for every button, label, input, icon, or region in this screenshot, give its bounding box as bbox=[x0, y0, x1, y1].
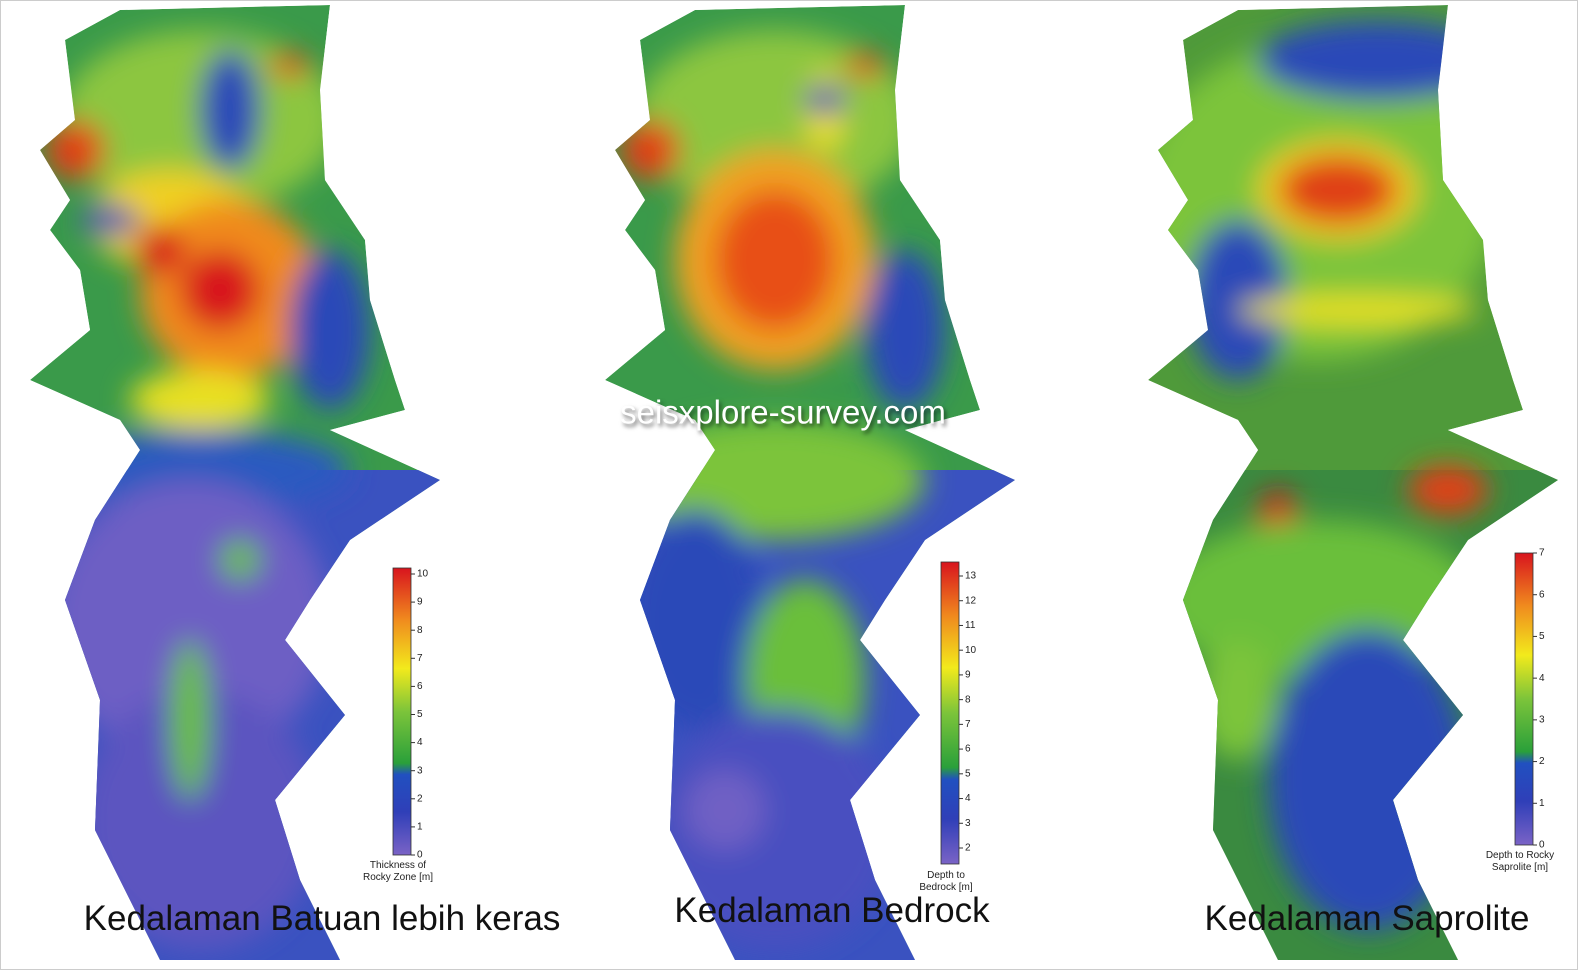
heat-blob bbox=[635, 30, 915, 210]
blobs bbox=[620, 30, 945, 950]
watermark: seisxplore-survey.com bbox=[620, 394, 946, 431]
colorbar bbox=[1514, 552, 1534, 846]
maps bbox=[30, 5, 1558, 960]
heat-blob bbox=[200, 50, 260, 170]
colorbar-tick-label: 9 bbox=[965, 670, 971, 681]
colorbar-label: Depth to Rocky bbox=[1486, 850, 1554, 861]
heat-blob bbox=[1408, 465, 1488, 515]
heat-blob bbox=[845, 53, 885, 77]
colorbar-label: Depth to bbox=[927, 870, 965, 881]
colorbar-tick-label: 11 bbox=[965, 620, 976, 631]
colorbar-tick-label: 2 bbox=[1539, 756, 1545, 767]
colorbar-tick-label: 5 bbox=[417, 709, 423, 720]
colorbar-label: Rocky Zone [m] bbox=[363, 872, 433, 883]
heat-blob bbox=[865, 250, 945, 410]
colorbar-label: Bedrock [m] bbox=[919, 882, 973, 893]
heat-blob bbox=[170, 640, 210, 800]
colorbar-tick-label: 6 bbox=[1539, 589, 1545, 600]
heat-blob bbox=[60, 30, 340, 210]
heat-blob bbox=[715, 190, 835, 330]
heat-blob bbox=[80, 690, 320, 950]
heat-blob bbox=[50, 480, 330, 760]
heat-blob bbox=[805, 85, 845, 115]
panel-title: Kedalaman Bedrock bbox=[674, 891, 990, 930]
colorbar-tick-label: 12 bbox=[965, 595, 977, 606]
colorbar-tick-label: 7 bbox=[965, 719, 971, 730]
heat-blob bbox=[135, 225, 185, 275]
colorbar-tick-label: 4 bbox=[417, 737, 423, 748]
blobs bbox=[45, 30, 370, 950]
colorbar-tick-label: 5 bbox=[1539, 631, 1545, 642]
colorbar-label: Saprolite [m] bbox=[1492, 862, 1548, 873]
colorbar-tick-label: 2 bbox=[417, 793, 423, 804]
heat-blob bbox=[620, 120, 680, 180]
colorbar-tick-label: 3 bbox=[965, 818, 971, 829]
colorbar-tick-label: 4 bbox=[965, 793, 971, 804]
heat-blob bbox=[80, 205, 140, 235]
colorbar-tick-label: 10 bbox=[417, 569, 429, 580]
colorbar-tick-label: 10 bbox=[965, 645, 977, 656]
heat-blob bbox=[290, 250, 370, 410]
heat-blob bbox=[270, 53, 310, 77]
heat-blob bbox=[220, 540, 260, 580]
colorbar-tick-label: 8 bbox=[417, 625, 423, 636]
colorbar-tick-label: 0 bbox=[417, 850, 423, 861]
colorbar-tick-label: 1 bbox=[417, 822, 423, 833]
colorbar-tick-label: 3 bbox=[1539, 714, 1545, 725]
panel-title: Kedalaman Saprolite bbox=[1205, 899, 1530, 938]
colorbar-tick-label: 9 bbox=[417, 597, 423, 608]
colorbar-tick-label: 6 bbox=[417, 681, 423, 692]
heat-blob bbox=[130, 370, 270, 430]
colorbar-tick-label: 2 bbox=[965, 843, 971, 854]
heat-blob bbox=[685, 770, 765, 850]
colorbar-tick-label: 13 bbox=[965, 571, 977, 582]
heat-blob bbox=[45, 120, 105, 180]
colorbar-tick-label: 7 bbox=[417, 653, 423, 664]
colorbar bbox=[392, 567, 412, 856]
colorbar-tick-label: 8 bbox=[965, 694, 971, 705]
heat-blob bbox=[655, 710, 895, 950]
colorbar-label: Thickness of bbox=[370, 860, 426, 871]
colorbar-tick-label: 4 bbox=[1539, 673, 1545, 684]
heat-blob bbox=[1278, 155, 1398, 225]
colorbar-tick-label: 0 bbox=[1539, 840, 1545, 851]
colorbar bbox=[940, 561, 960, 865]
heatmap bbox=[30, 5, 440, 960]
heat-blob bbox=[1238, 295, 1478, 325]
colorbar-tick-label: 1 bbox=[1539, 798, 1545, 809]
panel-title: Kedalaman Batuan lebih keras bbox=[84, 899, 561, 938]
colorbar-tick-label: 3 bbox=[417, 765, 423, 776]
map-panel bbox=[30, 5, 440, 960]
colorbar-tick-label: 6 bbox=[965, 744, 971, 755]
heat-blob bbox=[1188, 220, 1288, 380]
colorbar-tick-label: 7 bbox=[1539, 548, 1545, 559]
colorbar-tick-label: 5 bbox=[965, 768, 971, 779]
heat-blob bbox=[1258, 20, 1498, 100]
heat-blob bbox=[180, 250, 260, 330]
heat-blob bbox=[1198, 640, 1278, 760]
